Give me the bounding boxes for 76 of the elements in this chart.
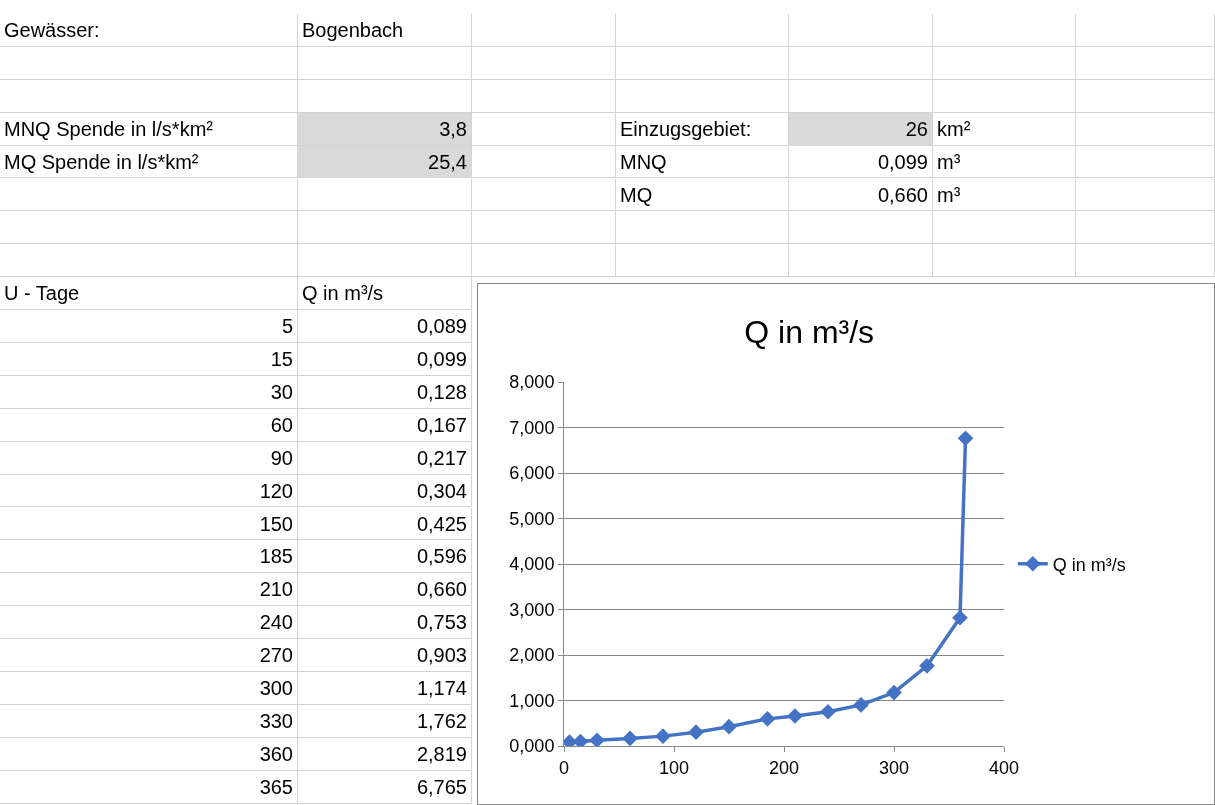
y-tick-label: 8,000 xyxy=(509,372,555,393)
y-tick-label: 0,000 xyxy=(509,736,555,757)
text: 0,753 xyxy=(298,606,472,640)
text: 0,304 xyxy=(298,474,472,508)
text: 0,217 xyxy=(298,441,472,475)
text: 26 xyxy=(789,112,933,146)
point xyxy=(787,708,803,724)
text: 15 xyxy=(0,343,298,376)
text: 90 xyxy=(0,441,298,475)
x-tick-label: 0 xyxy=(558,757,570,778)
point xyxy=(622,730,638,746)
y-tick-label: 4,000 xyxy=(509,554,555,575)
text: 365 xyxy=(0,770,298,804)
text: 270 xyxy=(0,639,298,672)
text: MQ xyxy=(616,178,789,212)
text: 0,099 xyxy=(789,145,933,179)
text: 0,596 xyxy=(298,540,472,574)
text: m³ xyxy=(933,145,1076,179)
text: 0,099 xyxy=(298,343,472,376)
point xyxy=(655,728,671,744)
text: 60 xyxy=(0,408,298,442)
y-tick-label: 5,000 xyxy=(509,508,555,529)
text: 5 xyxy=(0,310,298,343)
text: Bogenbach xyxy=(298,14,472,47)
x-tick-label: 100 xyxy=(658,757,690,778)
y-tick-label: 6,000 xyxy=(509,463,555,484)
point xyxy=(759,711,776,727)
legend-label: Q in m³/s xyxy=(1052,554,1126,575)
text: m³ xyxy=(933,178,1076,212)
point xyxy=(589,732,605,746)
text: 0,128 xyxy=(298,375,472,409)
text: MNQ xyxy=(616,145,789,179)
text: 0,167 xyxy=(298,408,472,442)
point xyxy=(721,718,737,735)
text: 30 xyxy=(0,375,298,409)
text: 0,425 xyxy=(298,507,472,541)
text: 150 xyxy=(0,507,298,541)
point xyxy=(688,724,704,740)
chart-title: Q in m³/s xyxy=(744,313,875,350)
text: 25,4 xyxy=(298,145,472,179)
point xyxy=(820,703,836,720)
text: 2,819 xyxy=(298,737,472,771)
text: 0,089 xyxy=(298,310,472,343)
text: 0,660 xyxy=(789,178,933,212)
text: 185 xyxy=(0,540,298,574)
point xyxy=(853,697,869,713)
text: 240 xyxy=(0,606,298,640)
x-tick-label: 200 xyxy=(768,757,800,778)
text: Gewässer: xyxy=(0,14,298,47)
text: 360 xyxy=(0,737,298,771)
y-tick-label: 7,000 xyxy=(509,417,555,438)
text: 1,762 xyxy=(298,704,472,738)
text: U - Tage xyxy=(0,277,298,311)
text: MNQ Spende in l/s*km² xyxy=(0,112,298,146)
text: 3,8 xyxy=(298,112,472,146)
point xyxy=(919,658,935,674)
text: 300 xyxy=(0,672,298,705)
text: km² xyxy=(933,112,1076,146)
y-tick-label: 2,000 xyxy=(509,645,555,666)
point xyxy=(952,609,968,626)
text: 6,765 xyxy=(298,770,472,804)
y-tick-label: 3,000 xyxy=(509,599,555,620)
text: 210 xyxy=(0,573,298,607)
text: 120 xyxy=(0,474,298,508)
x-tick-label: 400 xyxy=(988,757,1020,778)
text: 1,174 xyxy=(298,672,472,705)
text: Q in m³/s xyxy=(298,277,472,311)
point xyxy=(886,684,902,701)
point xyxy=(957,430,974,446)
y-tick-label: 1,000 xyxy=(509,690,555,711)
text: 330 xyxy=(0,704,298,738)
text: 0,660 xyxy=(298,573,472,607)
text: MQ Spende in l/s*km² xyxy=(0,145,298,179)
text: 0,903 xyxy=(298,639,472,672)
x-tick-label: 300 xyxy=(878,757,910,778)
text: Einzugsgebiet: xyxy=(616,112,789,146)
